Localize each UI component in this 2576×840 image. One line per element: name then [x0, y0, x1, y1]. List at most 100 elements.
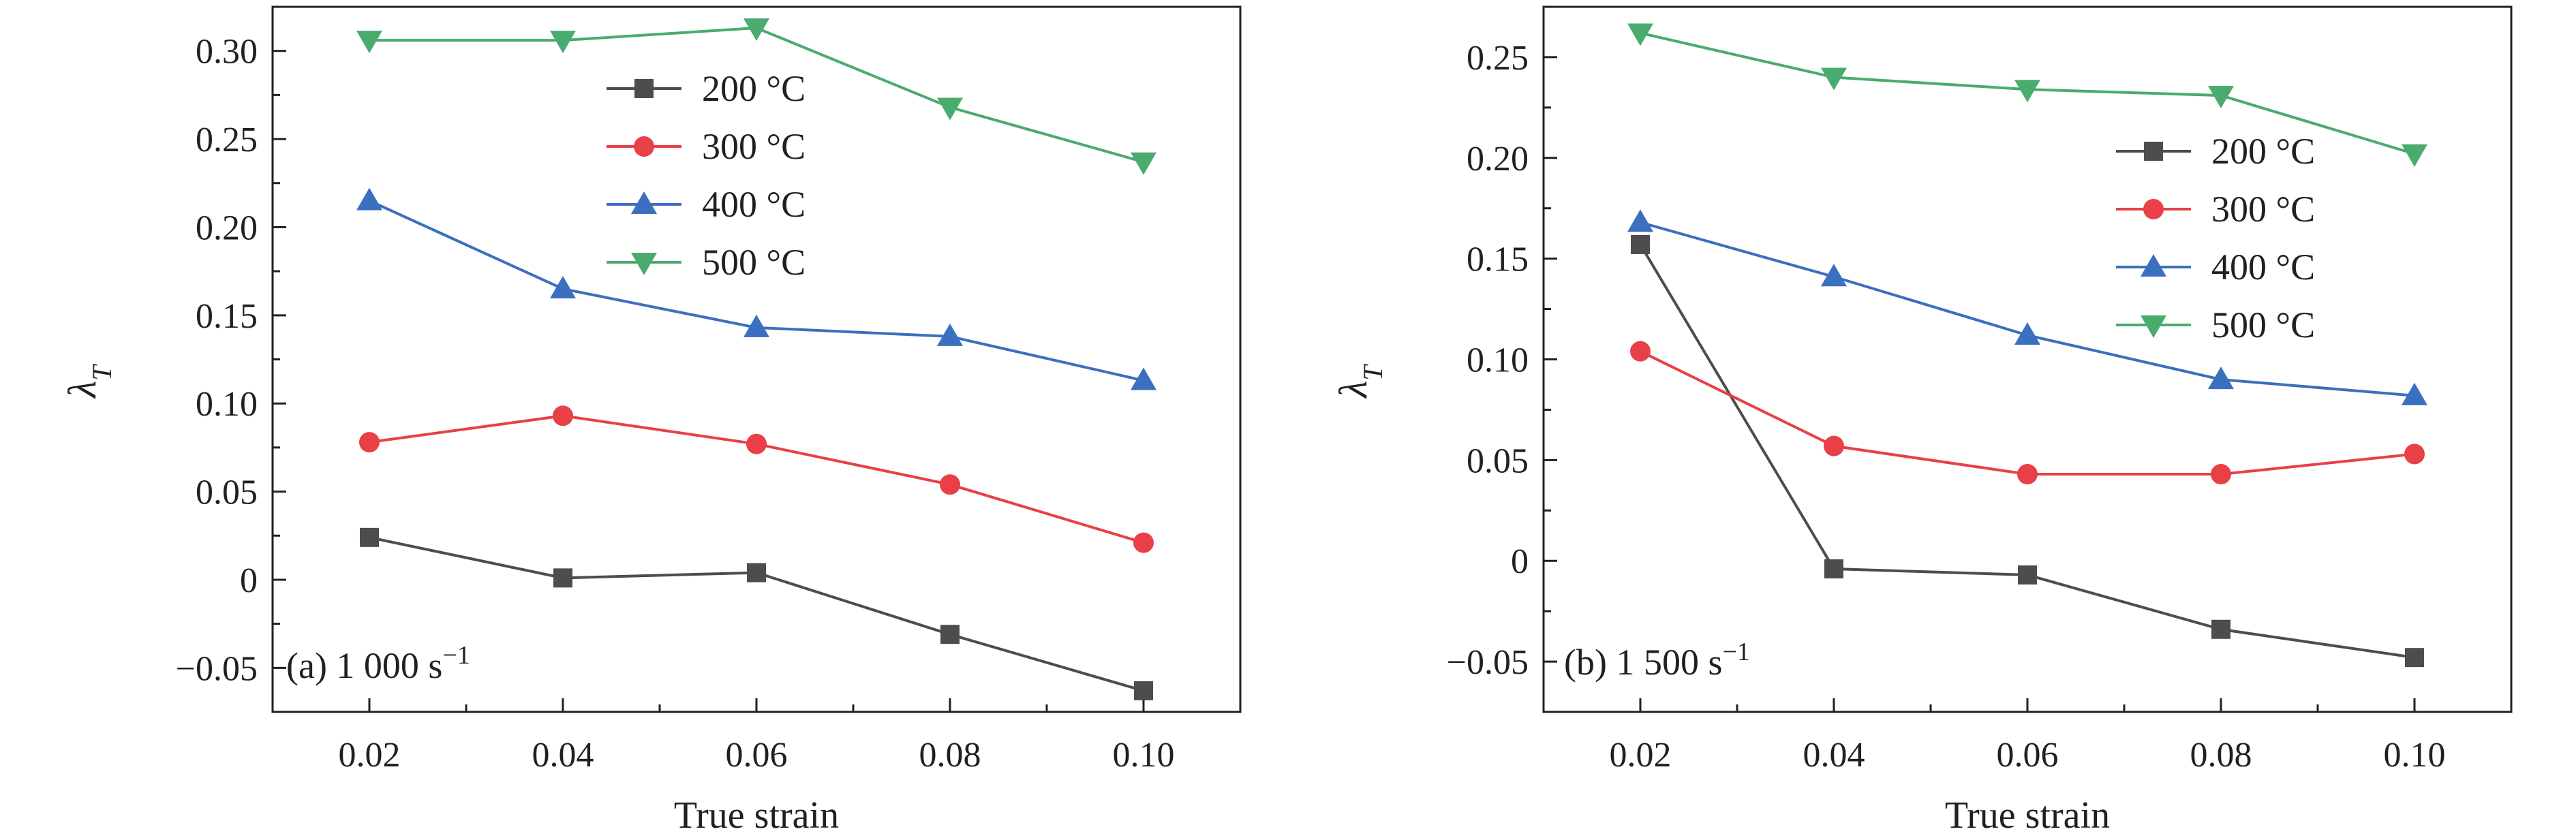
legend-item: 500 °C — [607, 242, 806, 283]
series-300C — [1630, 341, 2425, 485]
legend: 200 °C 300 °C 400 °C 500 °C — [2116, 131, 2315, 345]
y-tick-label: −0.05 — [1447, 643, 1529, 682]
legend-marker — [2141, 315, 2166, 338]
y-axis-title-subscript: T — [87, 364, 117, 381]
data-point — [359, 432, 380, 453]
legend-label: 200 °C — [2211, 131, 2315, 172]
data-point — [937, 97, 963, 121]
series-200C — [360, 527, 1153, 700]
y-tick-label: 0.25 — [196, 121, 258, 159]
data-point — [2404, 444, 2425, 465]
data-point — [1627, 209, 1653, 232]
legend-item: 300 °C — [2116, 189, 2315, 230]
legend-marker — [634, 136, 654, 157]
y-axis-title: λT — [1331, 364, 1388, 399]
series-500C — [1627, 23, 2427, 167]
x-tick-label: 0.04 — [532, 736, 594, 775]
panel-label: (a) 1 000 s−1 — [286, 641, 470, 686]
data-point — [360, 527, 379, 547]
y-tick-label: 0.10 — [1467, 341, 1529, 380]
y-tick-label: 0.30 — [196, 33, 258, 72]
chart-panel-b: 0.02 0.04 0.06 0.08 0.10 −0.05 0 0.05 0.10 0.15 0.… — [1331, 5, 2513, 837]
y-tick-label: 0.25 — [1467, 39, 1529, 78]
data-point — [2014, 322, 2040, 345]
y-tick-label: 0.05 — [1467, 441, 1529, 480]
series-line — [369, 535, 1144, 692]
chart-panel-a: 0.02 0.04 0.06 0.08 0.10 −0.05 0 0.05 0.10 0.15 0.… — [60, 5, 1242, 837]
x-axis-title: True strain — [674, 794, 839, 837]
data-point — [743, 18, 769, 42]
y-tick-label: 0.10 — [196, 385, 258, 424]
legend-label: 200 °C — [702, 68, 806, 109]
y-axis-title: λT — [60, 364, 117, 399]
legend-item: 400 °C — [2116, 247, 2315, 287]
series-400C — [1627, 209, 2427, 405]
legend-marker — [2141, 254, 2166, 277]
data-point — [1133, 532, 1154, 553]
legend-label: 300 °C — [702, 126, 806, 167]
data-point — [1631, 234, 1650, 254]
series-line — [369, 199, 1144, 382]
data-point — [1630, 341, 1651, 362]
legend-marker — [631, 253, 657, 275]
data-point — [1131, 367, 1156, 390]
y-tick-label: 0.15 — [196, 297, 258, 336]
data-point — [356, 31, 382, 54]
data-point — [2405, 648, 2424, 668]
legend-item: 200 °C — [607, 68, 806, 109]
data-point — [743, 314, 769, 337]
data-point — [940, 625, 960, 644]
series-500C — [356, 18, 1156, 175]
legend-marker — [631, 191, 657, 214]
y-tick-label: 0 — [240, 561, 258, 600]
y-tick-label: 0.20 — [196, 208, 258, 247]
data-point — [2018, 565, 2037, 585]
x-tick-label: 0.02 — [339, 736, 401, 775]
data-point — [2402, 144, 2427, 167]
panel-label: (b) 1 500 s−1 — [1564, 638, 1750, 683]
legend-item: 400 °C — [607, 184, 806, 225]
x-axis-title: True strain — [1945, 794, 2110, 837]
x-tick-label: 0.10 — [1113, 736, 1175, 775]
panel-label-superscript: −1 — [1722, 638, 1749, 666]
x-tick-label: 0.10 — [2384, 736, 2446, 775]
series-400C — [356, 187, 1156, 390]
legend-label: 400 °C — [702, 184, 806, 225]
data-point — [2017, 464, 2038, 485]
plot-frame — [271, 5, 1242, 713]
x-tick-label: 0.04 — [1803, 736, 1865, 775]
data-point — [553, 405, 573, 426]
data-point — [2211, 464, 2231, 485]
data-point — [1131, 152, 1156, 175]
legend-marker — [634, 79, 654, 98]
data-point — [1821, 67, 1847, 91]
data-point — [1824, 559, 1843, 579]
data-point — [2208, 86, 2234, 109]
x-tick-label: 0.06 — [726, 736, 788, 775]
data-point — [2211, 619, 2230, 639]
plot-frame — [1542, 5, 2513, 713]
data-point — [747, 563, 766, 582]
legend: 200 °C 300 °C 400 °C 500 °C — [607, 68, 806, 283]
legend-item: 500 °C — [2116, 305, 2315, 345]
data-point — [2208, 367, 2234, 390]
data-point — [2402, 382, 2427, 405]
legend-marker — [2143, 199, 2164, 219]
y-tick-label: 0.05 — [196, 473, 258, 512]
legend-label: 500 °C — [2211, 305, 2315, 345]
data-point — [746, 433, 767, 454]
legend-marker — [2144, 142, 2163, 161]
legend-label: 500 °C — [702, 242, 806, 283]
data-point — [553, 568, 572, 588]
data-point — [1821, 264, 1847, 287]
x-tick-label: 0.08 — [2190, 736, 2252, 775]
x-tick-label: 0.08 — [919, 736, 981, 775]
legend-label: 400 °C — [2211, 247, 2315, 287]
y-tick-label: 0 — [1511, 542, 1529, 581]
data-point — [550, 31, 576, 54]
panel-label-superscript: −1 — [442, 641, 470, 670]
data-point — [550, 276, 576, 298]
x-tick-label: 0.06 — [1997, 736, 2059, 775]
data-point — [940, 474, 960, 495]
